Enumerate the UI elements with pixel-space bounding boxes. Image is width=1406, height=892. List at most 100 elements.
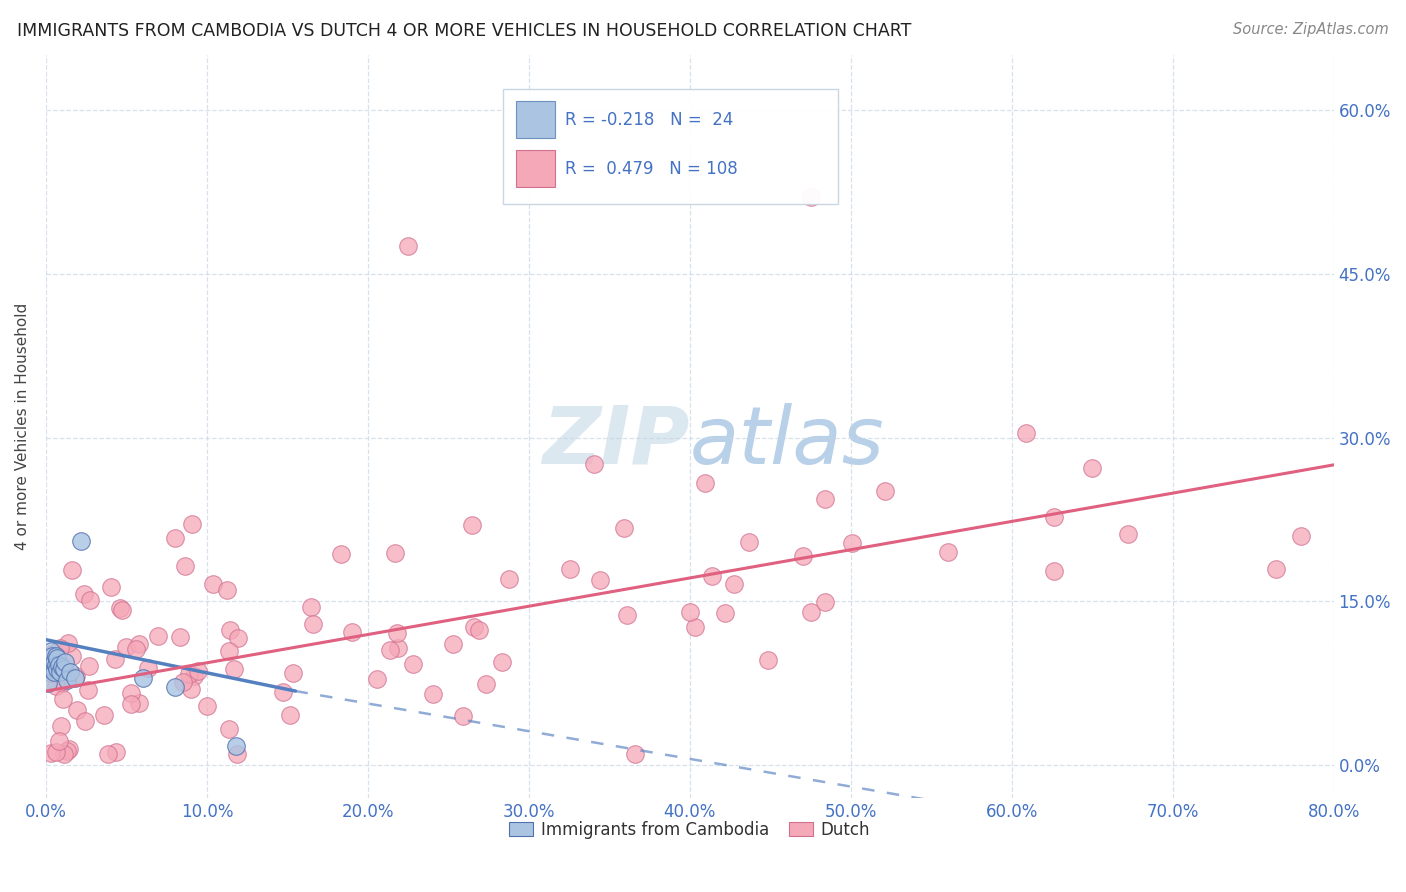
Point [65,668,87,682]
Point [875,484,897,499]
Point [41,647,63,661]
Point [56,743,79,757]
Point [342,625,364,640]
Point [73,714,96,728]
Point [128,696,150,710]
Point [174,559,197,574]
Point [218,722,240,736]
Point [111,602,134,616]
Point [49,640,72,655]
Point [451,708,474,723]
Point [201,576,224,591]
Point [1043,564,1066,578]
Point [39,746,62,760]
Point [45,649,67,664]
Point [100,580,122,594]
Point [56,673,79,687]
Point [51,660,73,674]
Point [219,623,242,637]
Point [384,546,406,560]
FancyBboxPatch shape [516,150,554,187]
Point [93,707,115,722]
Point [104,745,127,759]
Point [467,624,489,638]
Point [558,562,581,576]
Point [588,573,610,587]
Point [63,671,86,685]
Point [278,708,301,723]
Point [1289,529,1312,543]
FancyBboxPatch shape [516,101,554,138]
Point [700,569,723,583]
Point [37,676,59,690]
Point [38,655,60,669]
Point [79,592,101,607]
Point [42,655,65,669]
Point [218,644,240,658]
Point [498,572,520,586]
Point [491,655,513,669]
Point [180,516,202,531]
Point [52,692,75,706]
Text: Source: ZipAtlas.com: Source: ZipAtlas.com [1233,22,1389,37]
Point [48,734,70,748]
Point [422,687,444,701]
Point [131,671,153,685]
Point [39,662,62,676]
Point [146,630,169,644]
Point [187,664,209,678]
Point [792,549,814,564]
Legend: Immigrants from Cambodia, Dutch: Immigrants from Cambodia, Dutch [502,814,877,846]
Point [76,683,98,698]
Point [1116,527,1139,541]
Point [799,190,821,204]
Point [124,641,146,656]
Point [42,665,65,680]
Point [222,662,245,676]
Point [273,684,295,698]
Point [679,605,702,619]
Point [299,599,322,614]
Point [387,641,409,656]
Point [120,698,142,712]
Point [39,665,62,680]
Point [841,535,863,549]
Point [302,616,325,631]
Point [60,563,83,577]
Point [225,739,247,753]
Point [51,676,73,690]
Point [1043,510,1066,524]
FancyBboxPatch shape [503,88,838,203]
Point [66,703,89,717]
Point [475,677,498,691]
Point [73,586,96,600]
Point [58,636,80,650]
Point [59,665,82,680]
Point [163,531,186,545]
Point [49,665,72,680]
Point [46,651,69,665]
Point [45,745,67,759]
Point [179,666,201,681]
Point [936,545,959,559]
Point [582,457,605,471]
Point [1015,425,1038,440]
Y-axis label: 4 or more Vehicles in Household: 4 or more Vehicles in Household [15,303,30,550]
Point [1264,562,1286,576]
Point [45,657,67,672]
Point [103,651,125,665]
Point [58,742,80,756]
Point [46,662,69,676]
Point [378,642,401,657]
Point [169,630,191,644]
Point [737,534,759,549]
Point [48,657,70,672]
Point [70,534,93,549]
Point [60,649,83,664]
Point [396,239,419,253]
Point [53,655,76,669]
Point [385,625,408,640]
Point [613,521,636,535]
Point [283,665,305,680]
Point [172,675,194,690]
